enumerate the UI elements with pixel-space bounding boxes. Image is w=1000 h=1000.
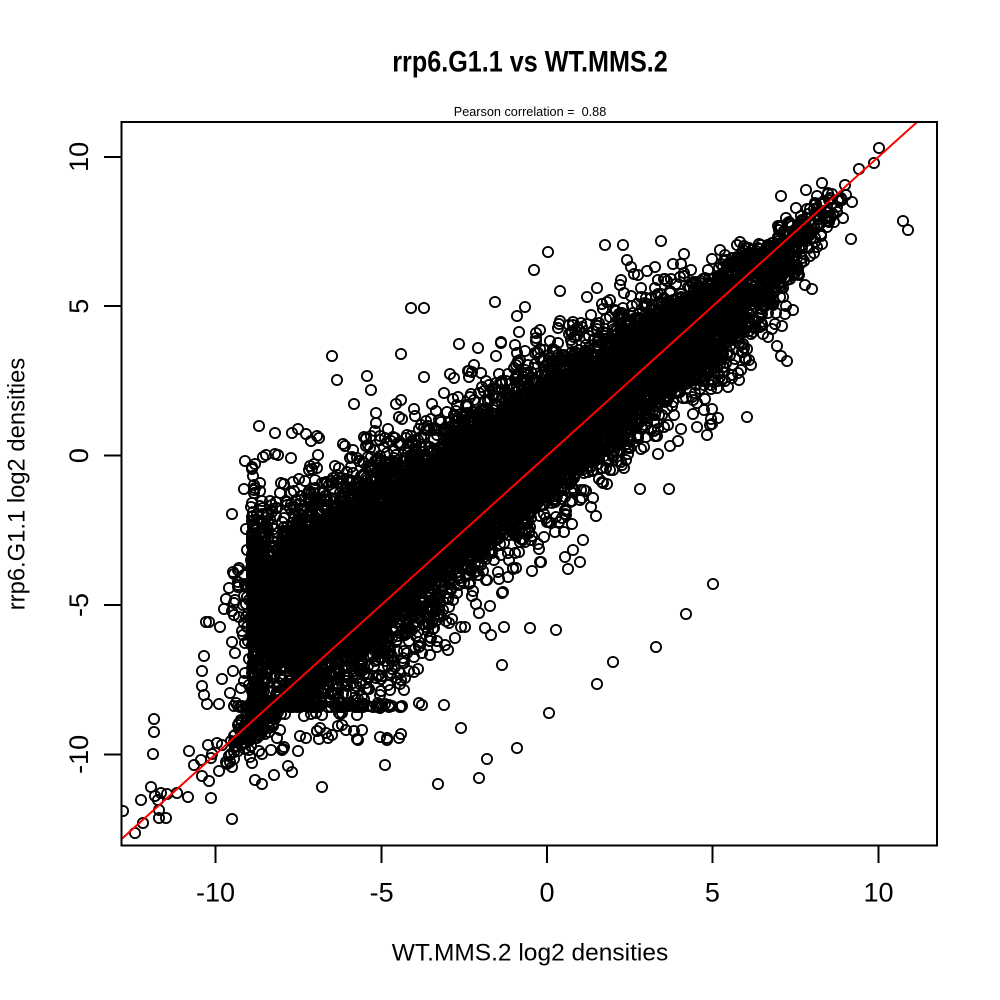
svg-text:-10: -10 <box>196 878 235 908</box>
svg-text:0: 0 <box>64 448 94 463</box>
svg-text:10: 10 <box>863 878 893 908</box>
svg-text:rrp6.G1.1 log2 densities: rrp6.G1.1 log2 densities <box>4 358 31 611</box>
svg-text:5: 5 <box>705 878 720 908</box>
svg-text:Pearson correlation = 0.88: Pearson correlation = 0.88 <box>454 105 607 119</box>
svg-text:-5: -5 <box>64 593 94 617</box>
svg-text:5: 5 <box>64 299 94 314</box>
svg-text:WT.MMS.2 log2 densities: WT.MMS.2 log2 densities <box>392 940 669 967</box>
svg-text:-5: -5 <box>370 878 394 908</box>
svg-text:10: 10 <box>64 142 94 172</box>
svg-text:0: 0 <box>539 878 554 908</box>
svg-text:rrp6.G1.1 vs WT.MMS.2: rrp6.G1.1 vs WT.MMS.2 <box>392 46 668 79</box>
svg-text:-10: -10 <box>64 735 94 774</box>
